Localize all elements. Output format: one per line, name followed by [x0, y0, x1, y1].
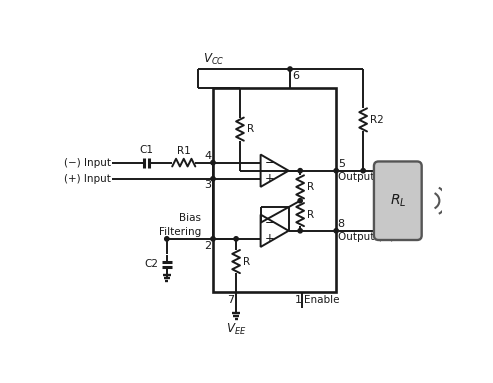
Text: Bias
Filtering: Bias Filtering — [159, 213, 202, 237]
Text: R: R — [307, 210, 314, 219]
Text: C2: C2 — [145, 259, 159, 269]
Text: R2: R2 — [370, 115, 384, 125]
Text: R: R — [247, 124, 254, 134]
Text: 4: 4 — [204, 151, 211, 161]
Text: 1: 1 — [294, 295, 302, 304]
Text: R: R — [307, 182, 314, 192]
Text: Output (−): Output (−) — [338, 232, 394, 242]
Circle shape — [165, 237, 169, 241]
Circle shape — [288, 67, 292, 71]
Text: 8: 8 — [338, 219, 345, 229]
Text: +: + — [264, 172, 274, 185]
Text: 3: 3 — [205, 180, 211, 190]
Text: 2: 2 — [204, 241, 211, 251]
Circle shape — [234, 237, 238, 241]
Circle shape — [211, 177, 215, 181]
Circle shape — [361, 169, 365, 173]
Text: $R_L$: $R_L$ — [389, 193, 406, 209]
Text: 6: 6 — [292, 70, 299, 80]
Circle shape — [298, 198, 302, 203]
Text: V$_{CC}$: V$_{CC}$ — [203, 52, 224, 67]
Text: Output (+): Output (+) — [338, 172, 394, 182]
Text: R: R — [243, 257, 250, 267]
Circle shape — [211, 160, 215, 165]
FancyBboxPatch shape — [374, 162, 422, 240]
Text: (+) Input: (+) Input — [64, 174, 110, 184]
Text: R1: R1 — [177, 146, 191, 155]
Text: 7: 7 — [227, 295, 234, 304]
Circle shape — [298, 229, 302, 233]
Circle shape — [334, 229, 338, 233]
Text: +: + — [264, 232, 274, 246]
Text: −: − — [264, 156, 274, 169]
Circle shape — [334, 169, 338, 173]
Bar — [213, 88, 336, 292]
Circle shape — [211, 237, 215, 241]
Text: Enable: Enable — [304, 295, 339, 304]
Circle shape — [298, 169, 302, 173]
Text: −: − — [264, 216, 274, 229]
Text: 5: 5 — [338, 159, 345, 169]
Text: (−) Input: (−) Input — [64, 158, 110, 168]
Text: V$_{EE}$: V$_{EE}$ — [226, 322, 246, 337]
Text: C1: C1 — [140, 145, 154, 155]
